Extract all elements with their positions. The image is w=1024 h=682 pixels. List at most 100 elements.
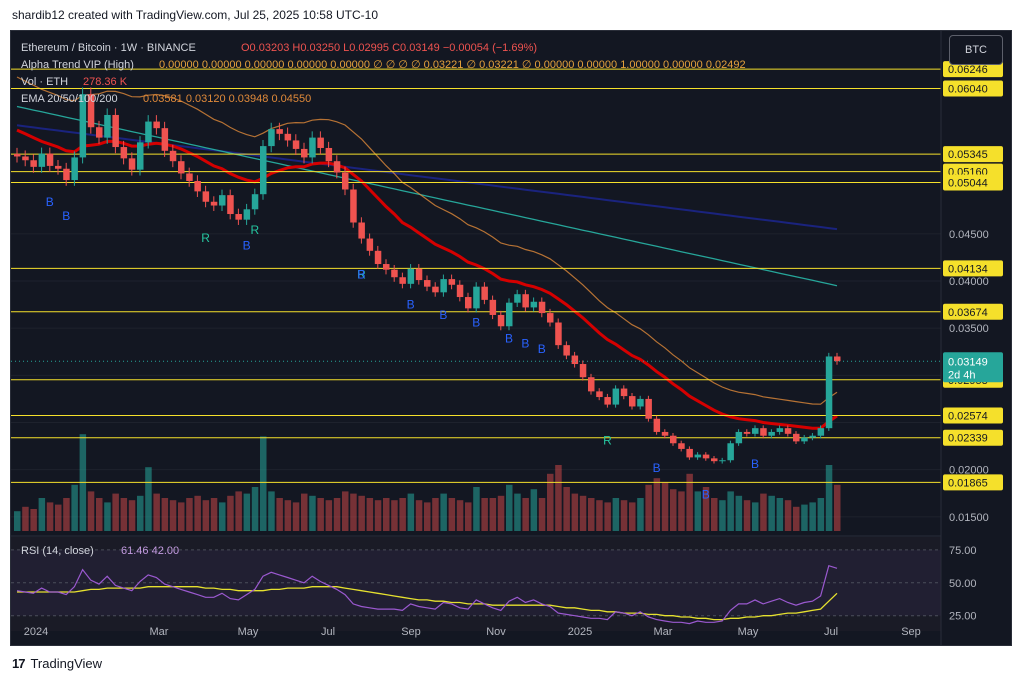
volume-bar: [456, 500, 464, 531]
candle-body: [309, 137, 316, 158]
level-label-text: 0.06246: [948, 64, 988, 76]
candle-body: [251, 194, 259, 210]
volume-bar: [96, 498, 103, 531]
candle-body: [825, 356, 833, 429]
candle-body: [465, 297, 472, 309]
candle-body: [432, 286, 439, 293]
candle: [456, 280, 464, 302]
volume-bar: [424, 502, 431, 531]
candle: [743, 429, 751, 437]
legend-volume-value: 278.36 K: [83, 76, 128, 88]
candle-body: [260, 146, 267, 195]
candle-body: [661, 431, 669, 436]
volume-bar: [555, 465, 562, 531]
candle: [588, 373, 595, 395]
legend-symbol: Ethereum / Bitcoin · 1W · BINANCE: [21, 42, 196, 54]
candle-body: [104, 114, 111, 138]
candle-body: [194, 181, 201, 192]
signal-label-buy: B: [505, 332, 513, 346]
legend-volume: Vol · ETH: [21, 76, 68, 88]
candle-body: [112, 114, 119, 148]
candle-body: [653, 418, 661, 432]
currency-button[interactable]: BTC: [949, 35, 1003, 65]
candle-body: [227, 195, 234, 215]
candle: [71, 151, 78, 186]
candle: [276, 122, 283, 141]
candle-body: [22, 156, 29, 161]
volume-bar: [350, 493, 357, 531]
candle-body: [530, 301, 538, 308]
volume-bar: [145, 467, 152, 531]
level-label-box: [943, 61, 1003, 78]
level-price-label: 0.05044: [943, 174, 1003, 191]
volume-bar: [711, 498, 718, 531]
candle: [629, 392, 636, 410]
candle-body: [128, 158, 136, 170]
candle-body: [153, 121, 160, 129]
candle-body: [284, 133, 292, 141]
candle-body: [235, 214, 242, 220]
candle-body: [686, 448, 693, 458]
candle: [432, 282, 439, 297]
volume-bar: [809, 502, 816, 531]
candle-body: [834, 356, 841, 362]
level-label-text: 0.02339: [948, 433, 988, 445]
candle-body: [407, 268, 415, 284]
legend-ohlc: O0.03203 H0.03250 L0.02995 C0.03149 −0.0…: [241, 42, 537, 54]
volume-bar: [801, 504, 808, 531]
candle-body: [358, 222, 365, 239]
candle: [366, 233, 374, 256]
candle-body: [588, 377, 595, 392]
signal-label-buy: B: [407, 298, 415, 312]
volume-bar: [46, 502, 54, 531]
volume-bar: [325, 500, 333, 531]
axes: 0.04500 0.04000 0.03500 0.02000 0.01500 0.062…: [11, 31, 1003, 645]
candle: [784, 425, 792, 437]
ema100-line: [16, 105, 838, 287]
volume-bar: [391, 500, 398, 531]
candle-body: [604, 397, 611, 405]
volume-bar: [260, 436, 267, 531]
candle-body: [96, 127, 103, 138]
candle: [22, 150, 29, 167]
volume-bar: [55, 504, 62, 531]
time-tick: 2024: [24, 626, 48, 638]
signal-label-buy: B: [62, 209, 70, 223]
candle-body: [202, 191, 210, 202]
legend-ema-values: 0.03581 0.03120 0.03948 0.04550: [143, 93, 311, 105]
volume-bar: [834, 484, 841, 531]
candle: [30, 154, 37, 173]
candle: [260, 139, 267, 200]
candle-body: [481, 286, 488, 300]
level-label-text: 0.05044: [948, 178, 988, 190]
candle-body: [620, 388, 628, 397]
candle: [383, 259, 390, 275]
candle: [538, 297, 546, 318]
candle: [448, 274, 456, 290]
volume-bar: [588, 498, 595, 531]
candle-body: [727, 443, 734, 461]
level-label-text: 0.06040: [948, 84, 988, 96]
candle: [350, 183, 357, 228]
candle-body: [555, 322, 562, 346]
volume-bar: [219, 502, 226, 531]
candle: [178, 155, 185, 180]
candle: [333, 155, 341, 179]
time-tick: Jul: [824, 626, 838, 638]
level-label-text: 0.01865: [948, 477, 988, 489]
candle-body: [702, 454, 710, 459]
volume-bar: [292, 502, 300, 531]
volume-bar: [137, 495, 144, 531]
candle-body: [735, 431, 743, 444]
candle-body: [694, 454, 702, 458]
horizontal-levels: [11, 68, 941, 483]
candle: [735, 429, 743, 446]
volume-bar: [768, 495, 775, 531]
candle-body: [579, 364, 587, 378]
candle: [579, 360, 587, 381]
candle: [686, 446, 693, 460]
time-tick: Mar: [654, 626, 673, 638]
candle: [530, 297, 538, 312]
